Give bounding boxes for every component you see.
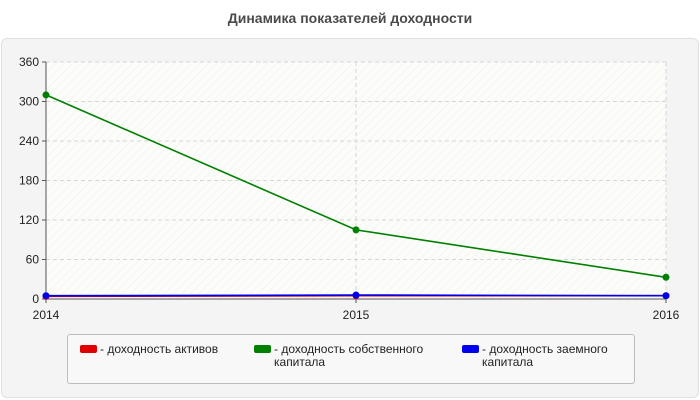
chart-title: Динамика показателей доходности [227,10,473,26]
y-tick-label: 360 [19,55,39,69]
y-tick-label: 180 [19,174,39,188]
x-tick-label: 2015 [343,308,370,322]
data-point-series-1 [662,273,670,281]
legend-label: - доходность активов [100,342,219,356]
x-tick-label: 2014 [33,308,60,322]
data-point-series-2 [42,292,50,300]
data-point-series-1 [42,91,50,99]
x-tick-label: 2016 [653,308,680,322]
y-tick-label: 0 [32,292,39,306]
y-tick-label: 120 [19,213,39,227]
chart-legend: - доходность активов - доходность собств… [67,334,635,384]
legend-swatch-green [254,345,271,353]
data-point-series-2 [352,291,360,299]
y-tick-label: 240 [19,134,39,148]
legend-swatch-blue [462,345,479,353]
legend-label: - доходность собственного капитала [274,342,424,369]
data-point-series-2 [662,292,670,300]
y-tick-label: 60 [26,253,40,267]
legend-swatch-red [80,345,97,353]
y-tick-label: 300 [19,95,39,109]
data-point-series-1 [352,226,360,234]
legend-label: - доходность заемного капитала [482,342,608,369]
